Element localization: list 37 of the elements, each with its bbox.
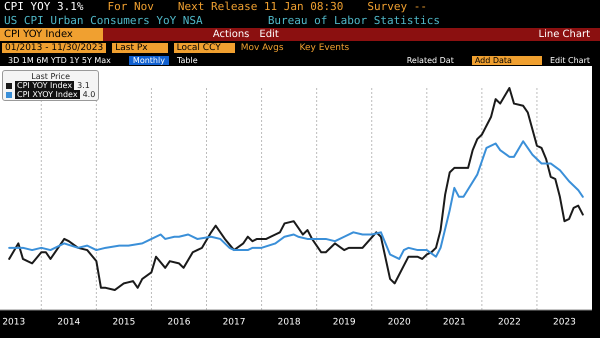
text: Table <box>176 56 198 64</box>
legend-label: CPI XYOY Index <box>15 90 80 99</box>
text: Line Chart <box>538 28 590 41</box>
x-tick-label: 2016 <box>168 317 191 328</box>
text: Key Events <box>300 42 350 52</box>
annotation: 4.0 <box>82 90 96 99</box>
text: Edit <box>259 28 279 41</box>
text: For Nov <box>107 0 154 14</box>
text: Mov Avgs <box>240 42 284 52</box>
chart-title: US CPI Urban Consumers YoY NSA <box>4 14 203 28</box>
text: Survey -- <box>367 0 428 14</box>
text: 3D 1M 6M YTD 1Y 5Y Max <box>8 56 111 64</box>
x-tick-label: 2021 <box>442 317 466 328</box>
text: Local CCY <box>174 42 235 52</box>
x-tick-label: 2015 <box>112 317 136 328</box>
x-tick-label: 2013 <box>2 317 26 328</box>
annotation: 3.1 <box>77 81 90 90</box>
legend-title: Last Price <box>30 72 72 81</box>
x-tick-label: 2020 <box>388 317 411 328</box>
text: Actions <box>212 28 250 41</box>
text: Add Data <box>472 56 542 64</box>
text: Related Dat <box>406 56 454 64</box>
x-tick-label: 2022 <box>498 317 521 328</box>
x-tick-label: 2018 <box>278 317 301 328</box>
x-tick-label: 2023 <box>553 317 576 328</box>
text: CPI YOY Index <box>0 28 103 41</box>
text: 01/2013 - 11/30/2023 <box>2 42 106 52</box>
x-tick-label: 2017 <box>222 317 246 328</box>
x-tick-label: 2014 <box>57 317 81 328</box>
text: CPI YOY 3.1% <box>4 0 84 14</box>
text: Next Release 11 Jan 08:30 <box>178 0 344 14</box>
text: Last Px <box>112 42 168 52</box>
legend-label: CPI YOY Index <box>15 81 74 90</box>
chart-subtitle: Bureau of Labor Statistics <box>268 14 440 28</box>
text: Edit Chart <box>550 56 590 64</box>
text: Monthly <box>128 56 169 64</box>
x-tick-label: 2019 <box>332 317 356 328</box>
